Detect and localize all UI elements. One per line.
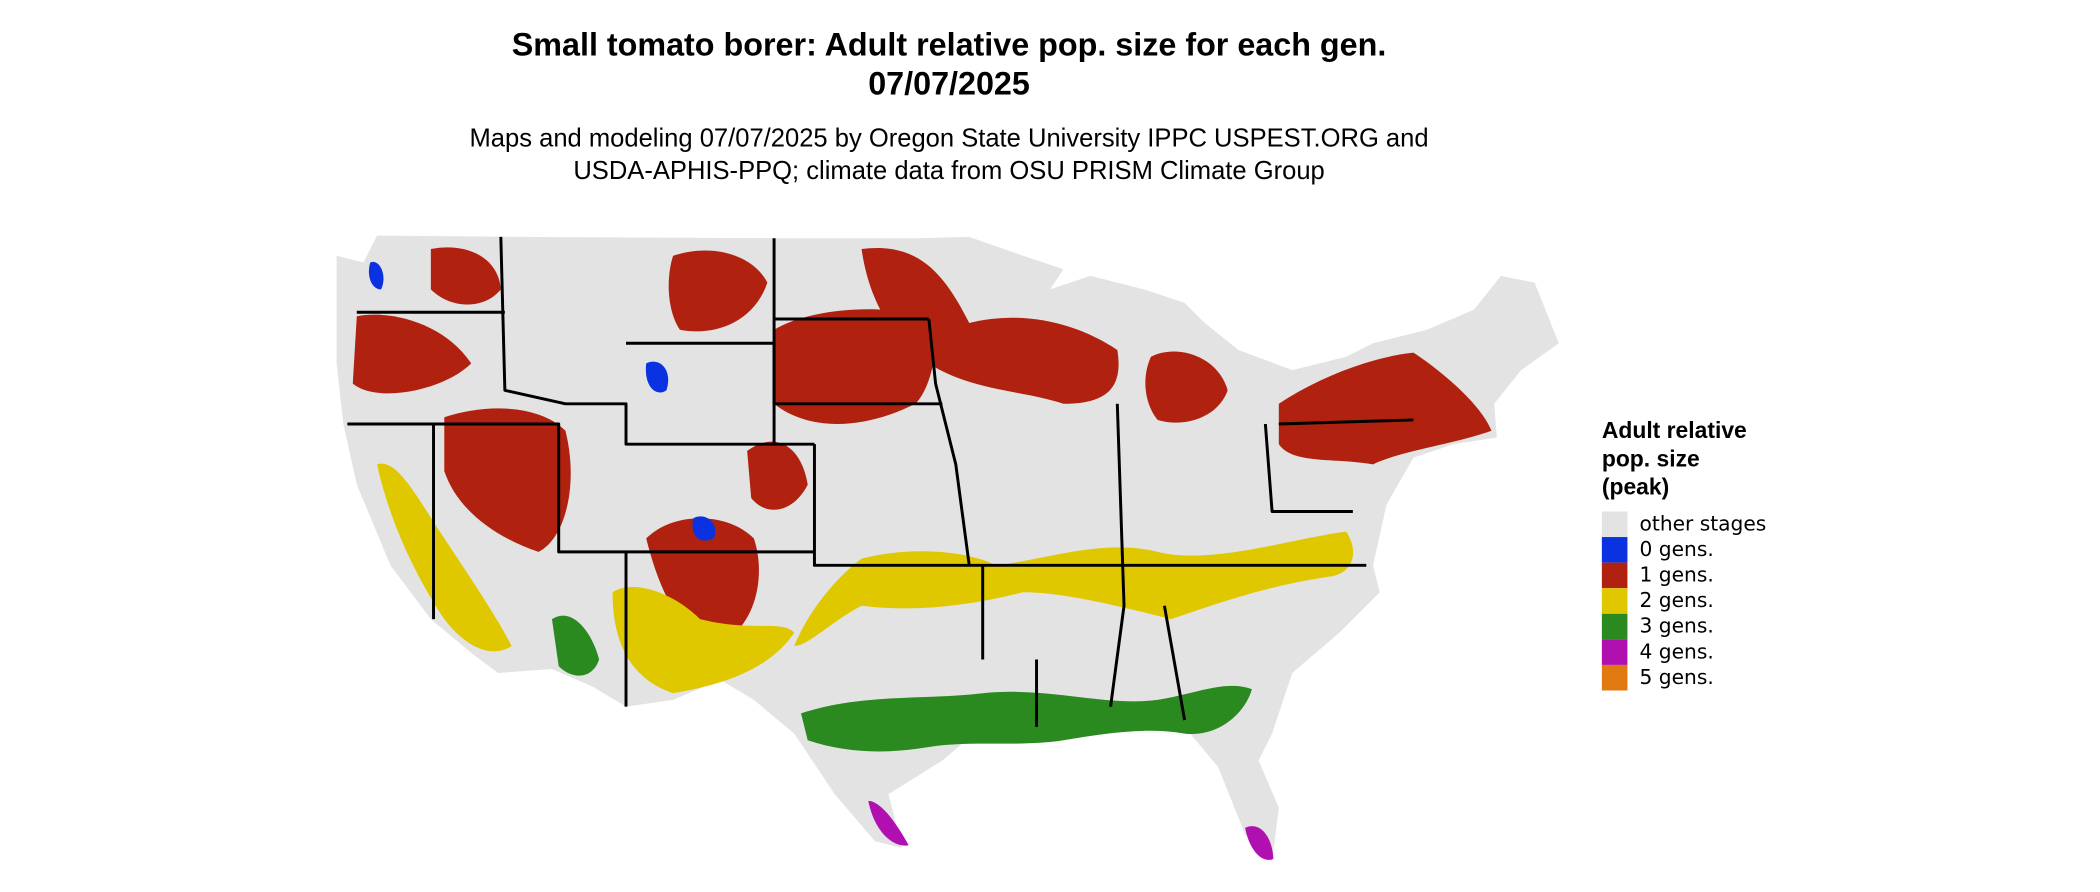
map-region	[1278, 352, 1492, 465]
legend-label: 0 gens.	[1640, 537, 1714, 561]
legend-swatch	[1601, 664, 1628, 691]
legend-swatch	[1601, 537, 1628, 563]
legend-title: Adult relative	[1602, 417, 1747, 443]
map-region	[612, 586, 795, 694]
title: Small tomato borer: Adult relative pop. …	[512, 27, 1387, 63]
legend-swatch	[1601, 511, 1628, 538]
state-border	[499, 236, 815, 446]
state-border	[347, 422, 815, 554]
legend-label: 1 gens.	[1640, 563, 1714, 587]
map-region	[861, 247, 1119, 404]
map-region	[646, 518, 759, 647]
legend-swatch	[1601, 613, 1628, 640]
map-region	[868, 800, 909, 846]
map-region	[1145, 351, 1228, 423]
state-border	[772, 238, 943, 406]
us-map	[336, 235, 1559, 862]
legend-label: 2 gens.	[1640, 588, 1714, 612]
legend-label: 3 gens.	[1640, 614, 1714, 638]
legend-swatch	[1601, 562, 1628, 589]
subtitle: Maps and modeling 07/07/2025 by Oregon S…	[470, 125, 1429, 153]
legend-title: (peak)	[1602, 474, 1669, 500]
legend-title: pop. size	[1602, 445, 1700, 471]
legend-label: 4 gens.	[1640, 639, 1714, 663]
map-region	[376, 463, 512, 652]
us-land	[336, 235, 1559, 862]
legend-label: other stages	[1640, 511, 1767, 535]
map-region	[668, 250, 768, 332]
state-border	[927, 318, 971, 566]
legend-swatch	[1601, 639, 1628, 665]
title-date: 07/07/2025	[868, 66, 1030, 102]
legend-label: 5 gens.	[1640, 665, 1714, 689]
state-border	[812, 444, 985, 660]
map-region	[774, 309, 935, 424]
map-region	[645, 361, 669, 393]
map-region	[747, 441, 808, 510]
map-region	[800, 685, 1252, 752]
state-border	[1263, 423, 1353, 513]
map-region	[1245, 826, 1274, 860]
map-region	[430, 247, 501, 305]
map-region	[444, 408, 571, 552]
map-region	[692, 516, 716, 541]
legend: Adult relative pop. size (peak) other st…	[1601, 417, 1767, 691]
map-region	[551, 615, 600, 676]
state-border	[1278, 418, 1414, 426]
state-border	[1109, 403, 1126, 707]
legend-swatch	[1601, 588, 1628, 614]
map-region	[368, 261, 384, 290]
map-region	[352, 314, 472, 394]
map-region	[794, 531, 1354, 647]
subtitle: USDA-APHIS-PPQ; climate data from OSU PR…	[573, 157, 1324, 185]
state-border	[1162, 605, 1187, 721]
